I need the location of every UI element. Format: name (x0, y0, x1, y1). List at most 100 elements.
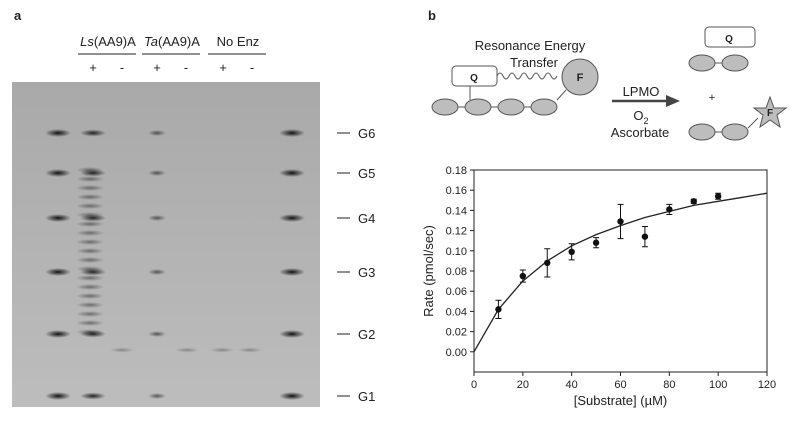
data-point (544, 259, 551, 267)
y-tick-label: 0.14 (446, 205, 467, 217)
lane-header-text: (AA9)A (94, 34, 136, 49)
marker-label: G5 (358, 166, 375, 181)
y-tick-label: 0.12 (446, 226, 467, 238)
lane-sign: + (153, 60, 161, 75)
y-tick-label: 0.16 (446, 185, 467, 197)
label: Q (470, 73, 478, 84)
x-tick-label: 120 (758, 379, 776, 391)
lane-header-italic: Ls (80, 34, 94, 49)
label: F (767, 108, 773, 119)
lane-header: Ta(AA9)A (144, 34, 200, 49)
data-point (617, 218, 624, 225)
gel-bands (45, 129, 305, 400)
marker-label: G3 (358, 265, 375, 280)
label: O2 (633, 108, 648, 126)
gel-band (148, 130, 166, 136)
gel-band (279, 330, 305, 338)
label: + (709, 92, 715, 104)
gel-band (45, 392, 71, 400)
gel-smear (76, 311, 104, 317)
gel-band (45, 129, 71, 137)
gel-band (45, 330, 71, 338)
data-point (519, 272, 527, 280)
y-tick-label: 0.06 (446, 286, 467, 298)
gel-band (148, 393, 166, 399)
data-point (495, 306, 502, 313)
lane-header-text: No Enz (217, 34, 260, 49)
y-tick-label: 0.02 (446, 327, 467, 339)
schematic-labels: Resonance Energy Transfer LPMO O2 Ascorb… (470, 34, 773, 140)
gel-band (80, 392, 106, 400)
gel-band (148, 331, 166, 337)
gel-smear (76, 275, 104, 281)
label: Transfer (510, 55, 559, 70)
data-point (641, 233, 649, 240)
data-point (714, 193, 722, 200)
gel-smear (76, 185, 104, 191)
gel-smear (76, 176, 104, 182)
chart: 0.00 0.02 0.04 0.06 0.08 0.10 0.12 0.14 0.16 0.18… (421, 165, 776, 408)
x-tick-label: 100 (709, 379, 727, 391)
gel-smear (76, 212, 104, 218)
gel-smear (76, 302, 104, 308)
gel-band (238, 347, 262, 353)
label: Resonance Energy (475, 38, 586, 53)
data-point (592, 239, 600, 246)
gel-band (45, 214, 71, 222)
schematic (431, 26, 788, 141)
gel-smear (76, 203, 104, 209)
subscript: 2 (644, 116, 649, 126)
x-tick-label: 20 (517, 379, 529, 391)
gel-smear (76, 257, 104, 263)
lane-headers: Ls(AA9)A+ -Ta(AA9)A+ -No Enz+ - (78, 34, 266, 75)
label: O (633, 108, 643, 123)
data-point (568, 248, 575, 256)
gel-smear (76, 194, 104, 200)
lane-sign: - (184, 60, 188, 75)
x-tick-label: 60 (614, 379, 626, 391)
lane-header-text: (AA9)A (158, 34, 200, 49)
x-tick-label: 80 (663, 379, 675, 391)
label: Q (725, 34, 733, 45)
label: F (577, 72, 584, 84)
gel-band (175, 347, 199, 353)
marker-label: G1 (358, 389, 375, 404)
lane-sign: + (89, 60, 97, 75)
gel-band (148, 170, 166, 176)
gel-smear (76, 239, 104, 245)
gel-band (148, 269, 166, 275)
lane-header-italic: Ta (144, 34, 158, 49)
gel-band (110, 347, 134, 353)
panel-label: b (428, 8, 436, 23)
y-tick-label: 0.10 (446, 246, 467, 258)
lane-header: Ls(AA9)A (80, 34, 136, 49)
gel-smear (76, 320, 104, 326)
lane-sign: - (250, 60, 254, 75)
gel-smear (76, 293, 104, 299)
label: Ascorbate (611, 125, 670, 140)
y-tick-label: 0.00 (446, 347, 467, 359)
y-tick-label: 0.08 (446, 266, 467, 278)
marker-label: G6 (358, 126, 375, 141)
y-tick-label: 0.18 (446, 165, 467, 177)
gel-band (279, 392, 305, 400)
lane-sign: - (120, 60, 124, 75)
gel-band (210, 347, 234, 353)
gel-smear (76, 230, 104, 236)
lane-sign: + (219, 60, 227, 75)
gel-smear (76, 221, 104, 227)
x-axis-label: [Substrate] (µM) (574, 393, 667, 408)
gel-band (45, 268, 71, 276)
data-point (666, 206, 673, 213)
gel-band (279, 214, 305, 222)
gel-band (279, 129, 305, 137)
y-tick-label: 0.04 (446, 306, 467, 318)
marker-label: G4 (358, 211, 375, 226)
marker-labels: G6 G5 G4 G3 G2 G1 (337, 126, 375, 404)
marker-label: G2 (358, 327, 375, 342)
gel-smear (76, 248, 104, 254)
lane-header: No Enz (217, 34, 260, 49)
y-axis-label: Rate (pmol/sec) (421, 225, 436, 317)
panel-label: a (14, 8, 22, 23)
